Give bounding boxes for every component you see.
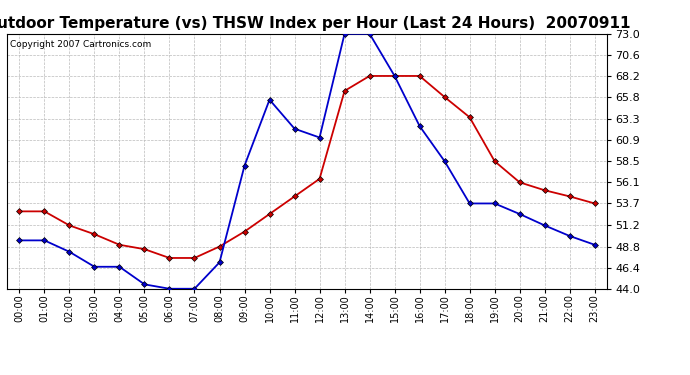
Text: Copyright 2007 Cartronics.com: Copyright 2007 Cartronics.com [10, 40, 151, 49]
Title: Outdoor Temperature (vs) THSW Index per Hour (Last 24 Hours)  20070911: Outdoor Temperature (vs) THSW Index per … [0, 16, 630, 31]
